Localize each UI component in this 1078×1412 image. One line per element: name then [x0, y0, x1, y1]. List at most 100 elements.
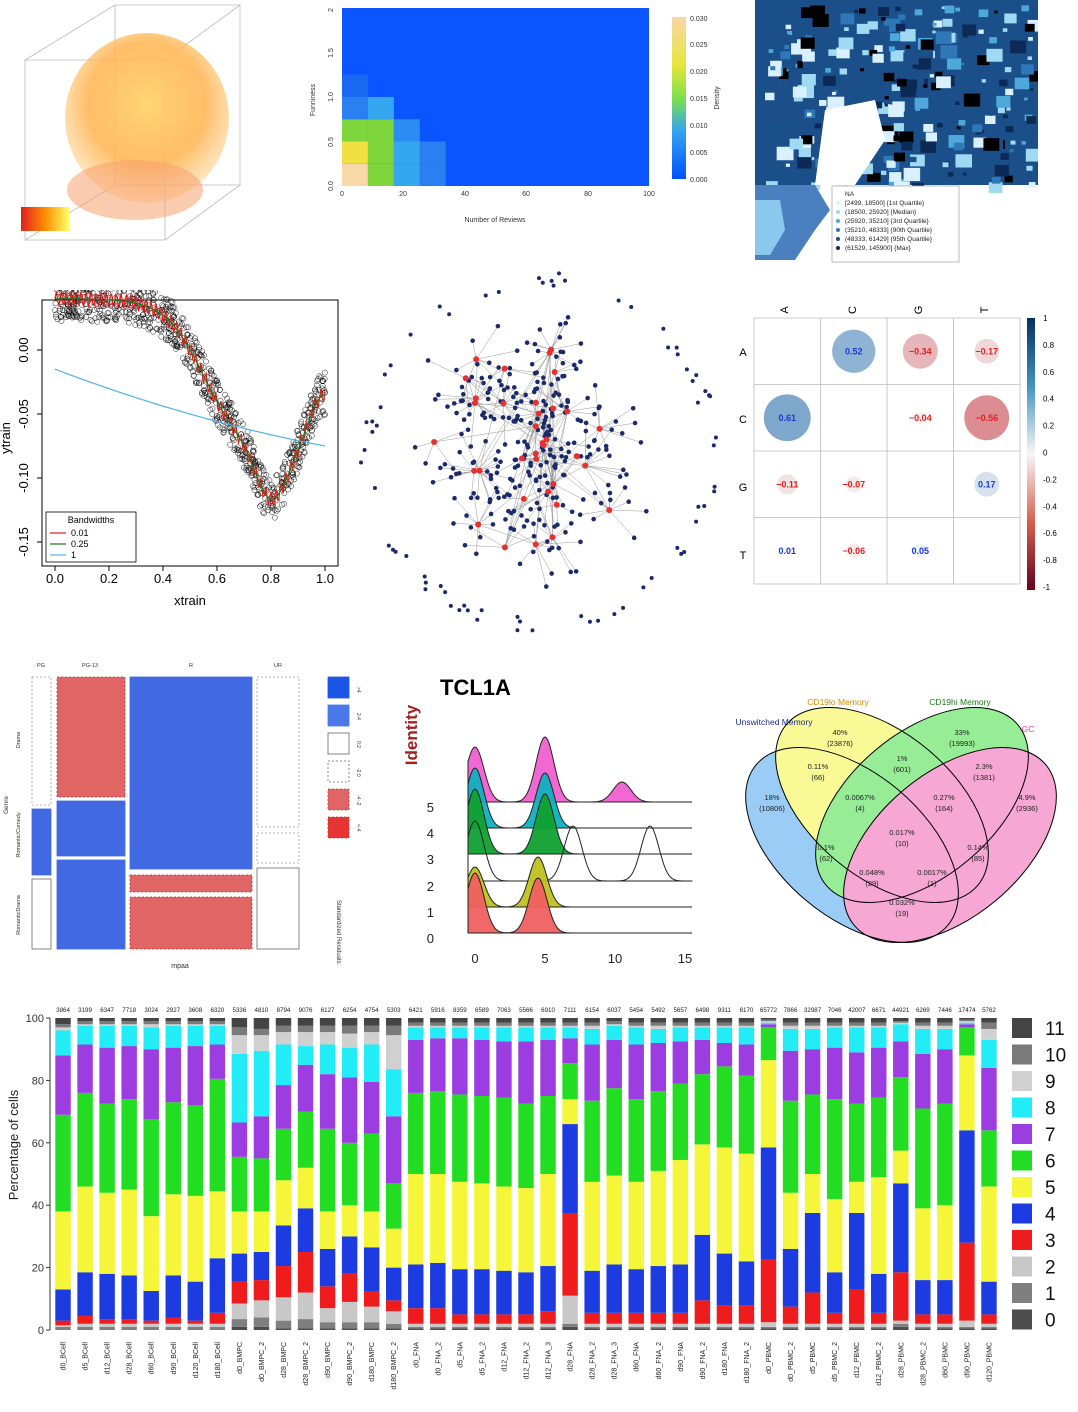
bar-segment-11: [981, 1018, 996, 1023]
bar-segment-10: [695, 1023, 710, 1026]
network-edge: [476, 351, 517, 360]
network-isolated-node: [588, 620, 592, 624]
bar-segment-11: [761, 1018, 776, 1020]
network-node: [599, 501, 604, 506]
map-region: [765, 93, 774, 101]
network-isolated-node: [497, 290, 501, 294]
bar-total: 6671: [872, 1007, 886, 1014]
bar-segment-0: [606, 1328, 621, 1330]
network-isolated-node: [666, 345, 670, 349]
map-region: [1029, 6, 1033, 9]
bar-total: 6910: [541, 1007, 555, 1014]
bar-segment-8: [320, 1045, 335, 1075]
x-axis-label: Number of Reviews: [464, 217, 526, 224]
network-node: [584, 421, 589, 426]
x-tick: 0.2: [100, 571, 118, 586]
bar-segment-9: [584, 1026, 599, 1029]
bar-segment-3: [496, 1314, 511, 1323]
colorbar-tick: 1: [1043, 314, 1048, 323]
colorbar-tick: -0.6: [1043, 529, 1057, 538]
bar-segment-10: [143, 1021, 158, 1024]
bar-segment-8: [606, 1026, 621, 1040]
legend-label: 11: [1045, 1019, 1065, 1040]
mosaic-cell: [130, 875, 252, 892]
x-tick: d60_BCell: [149, 1342, 156, 1375]
bar-segment-6: [629, 1099, 644, 1182]
bar-segment-3: [430, 1308, 445, 1324]
bar-segment-2: [232, 1303, 247, 1319]
y-tick: 0.0: [328, 181, 335, 191]
bar-segment-5: [805, 1174, 820, 1213]
heatmap-cell: [420, 164, 446, 186]
bar-segment-1: [606, 1327, 621, 1329]
network-node: [566, 450, 571, 455]
x-tick: d180_BMPC_2: [391, 1342, 398, 1390]
network-isolated-node: [596, 619, 600, 623]
bar-segment-0: [562, 1327, 577, 1330]
bar-segment-7: [298, 1065, 313, 1112]
y-tick: 1.5: [328, 48, 335, 58]
bar-segment-9: [430, 1026, 445, 1028]
network-node: [508, 526, 513, 531]
bar-segment-10: [320, 1026, 335, 1032]
bar-segment-6: [717, 1066, 732, 1147]
x-tick: d12_PBMC: [854, 1342, 861, 1378]
network-hub-node: [564, 408, 570, 414]
corr-value: −0.11: [776, 479, 798, 489]
network-isolated-node: [621, 606, 625, 610]
network-edge: [476, 525, 478, 554]
bar-segment-8: [695, 1027, 710, 1039]
bar-segment-1: [121, 1327, 136, 1330]
bar-segment-7: [651, 1043, 666, 1091]
bar-segment-6: [915, 1108, 930, 1208]
bar-segment-5: [298, 1168, 313, 1209]
bar-segment-1: [166, 1327, 181, 1330]
bar-segment-0: [474, 1328, 489, 1330]
network-node: [502, 388, 507, 393]
bar-segment-11: [408, 1018, 423, 1023]
bar-segment-4: [342, 1236, 357, 1273]
bar-segment-11: [496, 1018, 511, 1023]
bar-segment-6: [298, 1112, 313, 1168]
network-node: [561, 473, 566, 478]
network-node: [488, 375, 493, 380]
bar-segment-4: [849, 1213, 864, 1289]
map-region: [823, 76, 836, 86]
network-node: [478, 535, 483, 540]
bar-segment-1: [893, 1324, 908, 1327]
network-node: [527, 473, 532, 478]
bar-segment-2: [77, 1324, 92, 1327]
map-region: [1004, 13, 1016, 23]
network-isolated-node: [714, 436, 718, 440]
bar-segment-4: [915, 1280, 930, 1314]
network-node: [467, 412, 472, 417]
network-edge: [555, 369, 577, 372]
bar-segment-3: [99, 1319, 114, 1324]
bar-segment-4: [959, 1130, 974, 1242]
row-label: C: [739, 414, 747, 426]
bar-segment-11: [143, 1018, 158, 1021]
network-node: [423, 461, 428, 466]
network-node: [498, 459, 503, 464]
network-node: [553, 437, 558, 442]
mosaic-cell: [257, 677, 299, 827]
network-hub-node: [544, 436, 550, 442]
map-region: [881, 17, 885, 21]
map-region: [1026, 166, 1032, 171]
x-tick: d5_FNA: [457, 1342, 464, 1368]
network-node: [614, 419, 619, 424]
map-region: [878, 26, 889, 35]
residual-swatch: [328, 705, 349, 726]
bar-total: 9311: [718, 1007, 732, 1014]
map-region: [948, 172, 954, 176]
x-tick: d28_BMPC: [281, 1342, 288, 1378]
map-region: [1028, 37, 1033, 41]
bar-segment-8: [651, 1029, 666, 1043]
ridge-density-4: [468, 768, 692, 828]
network-node: [563, 530, 568, 535]
network-hub-node: [473, 356, 479, 362]
bar-segment-8: [805, 1029, 820, 1049]
bar-total: 4754: [365, 1007, 379, 1014]
x-tick: d28_FNA_3: [612, 1342, 619, 1379]
network-isolated-node: [676, 352, 680, 356]
